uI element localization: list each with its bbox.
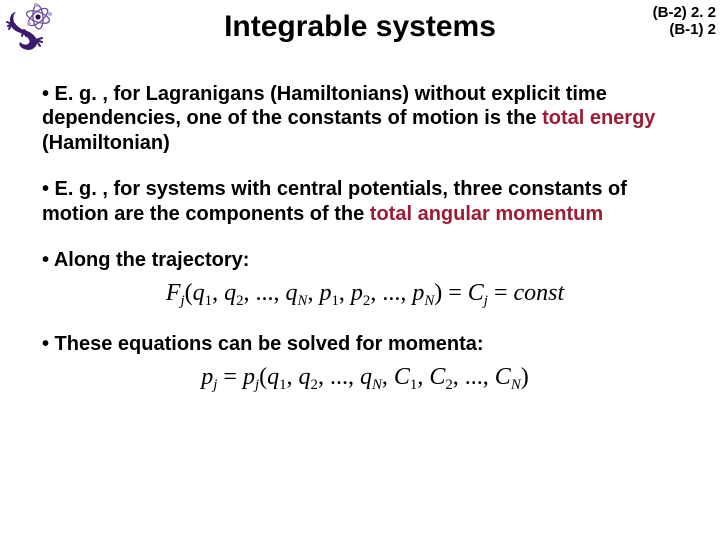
equation-1-wrap: Fj(q1, q2, ..., qN, p1, p2, ..., pN) = C… <box>42 280 688 310</box>
bullet-1-post: (Hamiltonian) <box>42 132 170 154</box>
equation-2-wrap: pj = pj(q1, q2, ..., qN, C1, C2, ..., CN… <box>42 364 688 394</box>
logo-gecko-atom-icon <box>6 2 58 54</box>
bullet-3-text: • Along the trajectory: <box>42 249 249 271</box>
bullet-4: • These equations can be solved for mome… <box>42 332 688 356</box>
page-refs: (B-2) 2. 2 (B-1) 2 <box>653 4 716 39</box>
page-title: Integrable systems <box>224 10 496 44</box>
bullet-2-highlight: total angular momentum <box>370 203 603 225</box>
bullet-2: • E. g. , for systems with central poten… <box>42 177 688 226</box>
header: Integrable systems (B-2) 2. 2 (B-1) 2 <box>0 0 720 60</box>
bullet-4-text: • These equations can be solved for mome… <box>42 333 484 355</box>
content: • E. g. , for Lagranigans (Hamiltonians)… <box>0 60 720 394</box>
ref-line-2: (B-1) 2 <box>653 21 716 38</box>
bullet-1-pre: • E. g. , for Lagranigans (Hamiltonians)… <box>42 83 607 129</box>
equation-1: Fj(q1, q2, ..., qN, p1, p2, ..., pN) = C… <box>166 280 564 306</box>
bullet-1: • E. g. , for Lagranigans (Hamiltonians)… <box>42 82 688 155</box>
ref-line-1: (B-2) 2. 2 <box>653 4 716 21</box>
equation-2: pj = pj(q1, q2, ..., qN, C1, C2, ..., CN… <box>201 364 528 390</box>
bullet-3: • Along the trajectory: <box>42 248 688 272</box>
bullet-1-highlight: total energy <box>542 107 655 129</box>
